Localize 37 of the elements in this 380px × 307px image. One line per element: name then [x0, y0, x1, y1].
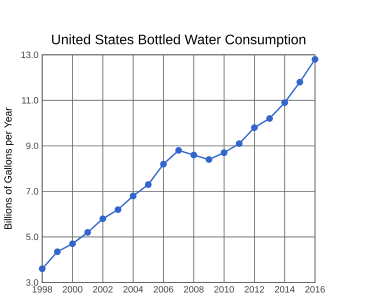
- x-tick-label: 2002: [93, 286, 113, 293]
- y-tick-label: 13.0: [21, 51, 38, 58]
- point: [312, 56, 318, 63]
- point: [114, 206, 122, 213]
- x-tick-label: 2014: [274, 286, 295, 293]
- point: [38, 265, 46, 272]
- x-tick-label: 2004: [123, 286, 144, 293]
- point: [144, 181, 152, 188]
- point: [281, 99, 288, 106]
- x-tick-label: 2008: [184, 286, 204, 293]
- x-tick-label: 2012: [244, 286, 264, 293]
- y-tick-label: 3.0: [26, 279, 38, 286]
- y-tick-label: 9.0: [26, 142, 38, 150]
- point: [69, 240, 76, 248]
- point: [296, 78, 304, 86]
- point: [160, 160, 167, 168]
- point: [190, 151, 198, 158]
- point: [54, 248, 61, 256]
- point: [266, 115, 273, 122]
- x-tick-label: 1998: [32, 286, 52, 293]
- point: [220, 149, 228, 156]
- point: [84, 228, 92, 236]
- point: [206, 156, 212, 163]
- point: [236, 140, 243, 147]
- y-tick-label: 7.0: [26, 188, 38, 195]
- x-tick-label: 2016: [305, 286, 325, 293]
- point: [130, 192, 137, 200]
- x-tick-label: 2010: [214, 286, 234, 293]
- point: [99, 215, 106, 222]
- x-tick-label: 2006: [154, 286, 174, 293]
- chart-title: United States Bottled Water Consumption: [52, 34, 306, 47]
- y-tick-label: 11.0: [22, 96, 38, 104]
- point: [251, 124, 258, 131]
- y-axis-title: Billions of Gallons per Year: [4, 107, 14, 229]
- point: [175, 146, 182, 154]
- x-tick-label: 2000: [62, 286, 82, 293]
- y-tick-label: 5.0: [26, 234, 38, 240]
